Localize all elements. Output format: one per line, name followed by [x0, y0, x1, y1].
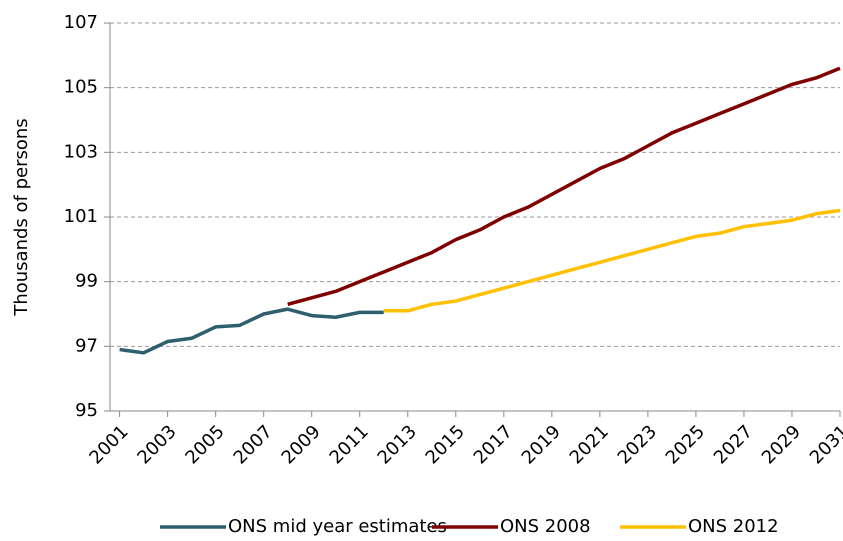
x-tick-label: 2001 — [85, 421, 132, 468]
x-tick-label: 2031 — [806, 421, 843, 468]
x-tick-label: 2013 — [374, 421, 421, 468]
legend-label: ONS 2008 — [500, 516, 591, 537]
x-tick-label: 2019 — [518, 421, 565, 468]
x-tick-label: 2025 — [662, 421, 709, 468]
legend-label: ONS mid year estimates — [228, 516, 447, 537]
x-tick-label: 2003 — [133, 421, 180, 468]
y-tick-label: 97 — [75, 335, 98, 356]
y-tick-label: 101 — [64, 206, 98, 227]
legend-label: ONS 2012 — [688, 516, 779, 537]
series-line — [383, 208, 841, 313]
x-tick-label: 2027 — [710, 421, 757, 468]
x-tick-label: 2021 — [566, 421, 613, 468]
x-tick-label: 2009 — [278, 421, 325, 468]
x-tick-label: 2011 — [326, 421, 373, 468]
x-tick-label: 2015 — [422, 421, 469, 468]
x-tick-label: 2023 — [614, 421, 661, 468]
x-tick-label: 2007 — [230, 421, 277, 468]
y-tick-label: 107 — [64, 12, 98, 33]
y-tick-label: 95 — [75, 400, 98, 421]
series-line — [119, 307, 384, 355]
x-tick-label: 2017 — [470, 421, 517, 468]
y-axis-label: Thousands of persons — [11, 118, 32, 316]
y-tick-label: 99 — [75, 271, 98, 292]
y-tick-label: 103 — [64, 141, 98, 162]
y-tick-label: 105 — [64, 77, 98, 98]
x-tick-label: 2029 — [758, 421, 805, 468]
x-tick-label: 2005 — [181, 421, 228, 468]
series-line — [287, 66, 841, 306]
